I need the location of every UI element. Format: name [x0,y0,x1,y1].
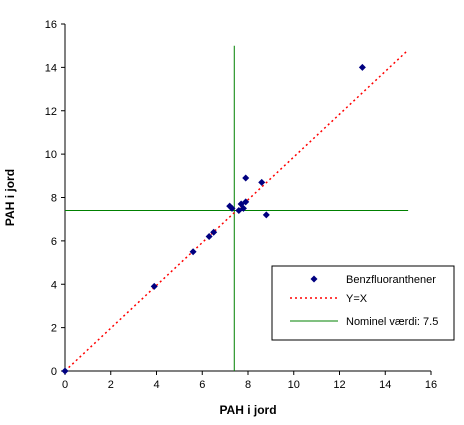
legend-marker-benzfluoranthener [310,275,318,283]
y-equals-x-series-line [64,49,409,372]
x-axis-label: PAH i jord [219,403,276,417]
x-tick-label: 0 [62,379,68,391]
legend-entry-y-equals-x: Y=X [346,293,368,305]
data-point [210,228,218,236]
data-point [242,174,250,182]
data-point [258,178,266,186]
y-tick-label: 8 [51,193,57,205]
y-tick-label: 0 [51,366,57,378]
y-tick-label: 4 [51,279,57,291]
x-tick-label: 16 [425,379,437,391]
legend-entry-benzfluoranthener: Benzfluoranthener [346,274,436,286]
y-equals-x-line [64,49,409,372]
y-tick-label: 6 [51,236,57,248]
legend: Benzfluoranthener Y=X Nominel værdi: 7.5 [271,265,455,341]
x-tick-label: 4 [153,379,159,391]
x-tick-label: 14 [379,379,391,391]
x-tick-label: 12 [333,379,345,391]
data-point [189,248,197,256]
data-point [358,63,366,71]
data-point [262,211,270,219]
data-point [61,367,69,375]
x-tick-label: 8 [245,379,251,391]
x-tick-label: 2 [108,379,114,391]
data-points [61,63,366,375]
data-point [228,204,236,212]
y-tick-label: 14 [45,62,57,74]
y-tick-label: 16 [45,19,57,31]
y-tick-label: 2 [51,323,57,335]
legend-entry-nominel-vaerdi: Nominel værdi: 7.5 [346,316,438,328]
y-axis-label: PAH i jord [3,169,17,226]
data-point [150,282,158,290]
y-tick-label: 12 [45,106,57,118]
x-tick-label: 6 [199,379,205,391]
data-point [205,233,213,241]
data-point [242,198,250,206]
x-tick-label: 10 [288,379,300,391]
legend-box [271,265,455,341]
y-tick-label: 10 [45,149,57,161]
